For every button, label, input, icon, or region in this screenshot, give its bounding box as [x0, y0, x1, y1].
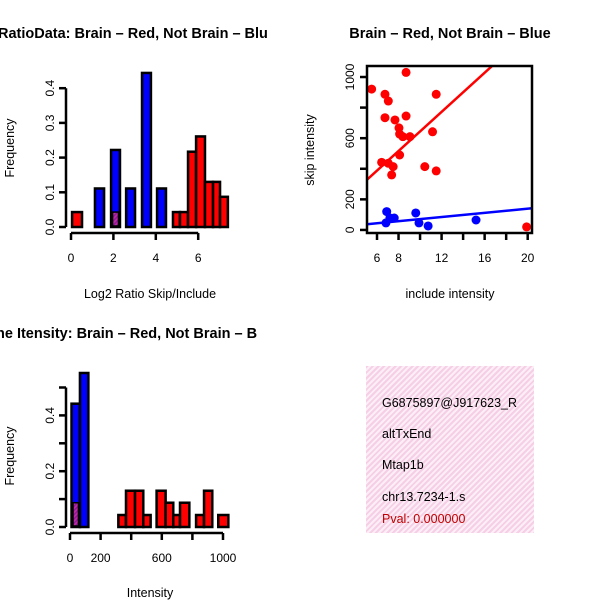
ratio-hist-bar	[194, 135, 207, 229]
event-info-panel: G6875897@J917623_R altTxEnd Mtap1b chr13…	[366, 366, 534, 533]
intensity-hist-bar	[155, 489, 167, 529]
scatter-point-brain	[390, 115, 400, 125]
ratio-hist-bar	[218, 195, 230, 229]
scatter-point-brain	[380, 89, 390, 99]
scatter-point-brain	[401, 111, 411, 121]
intensity-hist-bar	[217, 513, 230, 529]
ratio-hist-bar	[70, 210, 84, 229]
scatter-point-brain	[380, 113, 390, 123]
scatter-x-tick-label: 12	[435, 251, 449, 265]
scatter-point-not_brain	[471, 215, 481, 225]
scatter-point-brain	[367, 84, 377, 94]
scatter-point-brain	[522, 222, 532, 232]
intensity-hist-y-tick-label: 0.4	[43, 407, 57, 424]
gene-name: Mtap1b	[382, 458, 424, 472]
ratio-hist-y-tick-label: 0.2	[43, 149, 57, 166]
intensity-hist-y-tick-label: 0.0	[43, 518, 57, 535]
scatter-y-tick-label: 200	[343, 189, 357, 209]
scatter-point-brain	[401, 67, 411, 77]
intensity-hist-xlabel: Intensity	[127, 586, 174, 600]
scatter-x-tick-label: 16	[478, 251, 492, 265]
event-type: altTxEnd	[382, 427, 432, 441]
intensity-hist-bar	[133, 489, 145, 529]
pval: Pval: 0.000000	[382, 512, 466, 526]
intensity-hist-y-tick-label: 0.2	[43, 463, 57, 480]
ratio-hist-bar	[124, 187, 137, 229]
scatter-xlabel: include intensity	[406, 287, 496, 301]
intensity-hist-overlap-bar	[72, 501, 80, 527]
scatter-point-brain	[431, 166, 441, 176]
scatter-point-not_brain	[423, 221, 433, 231]
event-id: G6875897@J917623_R	[382, 396, 518, 410]
ratio-hist-bar	[93, 187, 106, 229]
scatter-point-brain	[388, 162, 398, 172]
fit-line-brain	[367, 66, 494, 181]
intensity-hist-bar	[202, 489, 214, 529]
ratio-hist-y-tick-label: 0.1	[43, 184, 57, 201]
intensity-hist-bar	[78, 371, 90, 529]
intensity-hist-x-tick-label: 600	[152, 551, 172, 565]
fit-line-not_brain	[367, 207, 532, 226]
scatter-point-brain	[420, 162, 430, 172]
ratio-hist-bar	[155, 187, 168, 229]
scatter-point-not_brain	[411, 208, 421, 218]
scatter-point-brain	[387, 170, 397, 180]
ratio-hist-x-tick-label: 4	[152, 251, 159, 265]
intensity-hist-title: ne Itensity: Brain – Red, Not Brain – B	[0, 326, 257, 342]
scatter-title: Brain – Red, Not Brain – Blue	[349, 26, 550, 42]
ratio-hist-x-tick-label: 2	[110, 251, 117, 265]
scatter-x-tick-label: 8	[395, 251, 402, 265]
scatter-x-tick-label: 20	[521, 251, 535, 265]
intensity-hist-bar	[124, 489, 137, 529]
scatter-point-brain	[428, 127, 438, 137]
intensity-hist-x-tick-label: 200	[91, 551, 111, 565]
scatter-plot-box	[365, 64, 534, 235]
scatter-y-tick-label: 600	[343, 128, 357, 148]
scatter-point-brain	[431, 89, 441, 99]
scatter-x-tick-label: 6	[374, 251, 381, 265]
intensity-hist-x-tick-label: 0	[67, 551, 74, 565]
ratio-hist-overlap-bar	[111, 211, 120, 227]
scatter-y-tick-label: 1000	[343, 63, 357, 90]
ratio-hist-xlabel: Log2 Ratio Skip/Include	[84, 287, 216, 301]
scatter-y-tick-label: 0	[343, 226, 357, 233]
ratio-hist-ylabel: Frequency	[3, 118, 17, 178]
ratio-hist-x-tick-label: 6	[195, 251, 202, 265]
ratio-hist-title: RatioData: Brain – Red, Not Brain – Blu	[0, 26, 268, 42]
intensity-hist-ylabel: Frequency	[3, 426, 17, 486]
scatter-ylabel: skip intensity	[303, 113, 317, 185]
ratio-hist-y-tick-label: 0.3	[43, 114, 57, 131]
ratio-hist-bar	[140, 71, 153, 229]
ratio-hist-y-tick-label: 0.4	[43, 80, 57, 97]
ratio-hist-bar	[109, 148, 122, 229]
ratio-hist-y-tick-label: 0.0	[43, 218, 57, 235]
intensity-hist-bar	[142, 513, 152, 529]
event-location: chr13.7234-1.s	[382, 490, 466, 504]
intensity-hist-x-tick-label: 1000	[210, 551, 237, 565]
scatter-point-brain	[398, 132, 408, 142]
intensity-hist-bar	[178, 501, 191, 529]
scatter-point-brain	[383, 96, 393, 106]
ratio-hist-x-tick-label: 0	[68, 251, 75, 265]
